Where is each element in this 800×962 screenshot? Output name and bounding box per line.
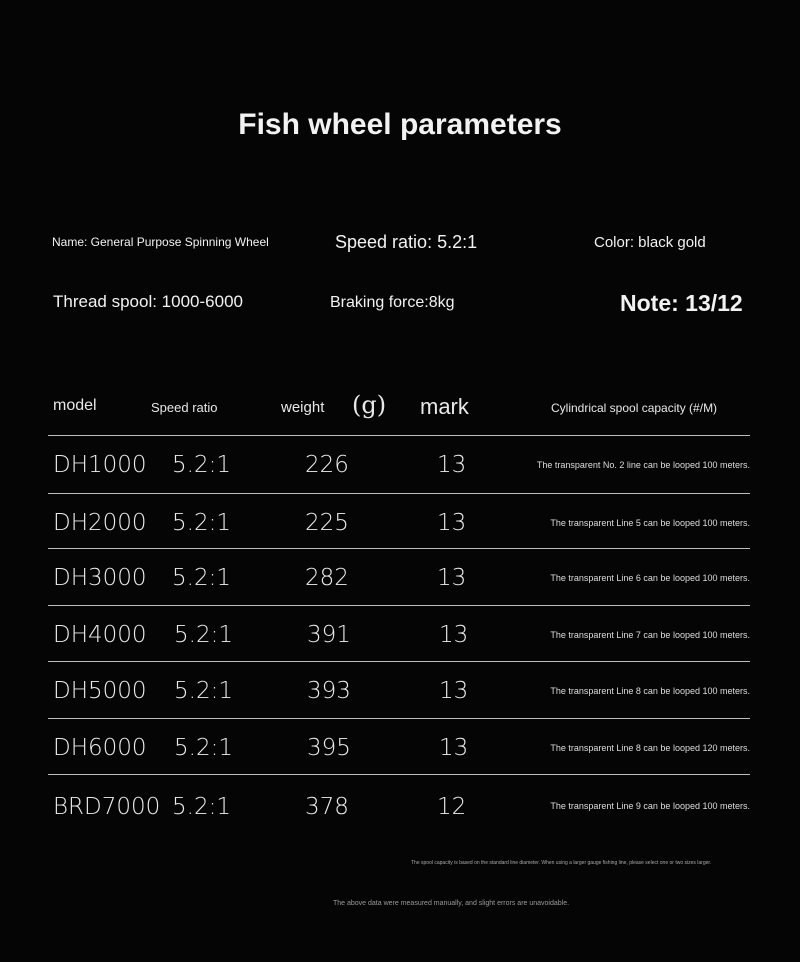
cell-ratio: 5.2:1 xyxy=(174,678,233,704)
header-speed-ratio: Speed ratio xyxy=(151,400,218,415)
cell-ratio: 5.2:1 xyxy=(174,735,233,761)
cell-capacity: The transparent Line 6 can be looped 100… xyxy=(550,573,750,583)
cell-weight: 225 xyxy=(305,510,349,536)
cell-weight: 226 xyxy=(305,452,349,478)
cell-mark: 12 xyxy=(437,794,467,820)
cell-ratio: 5.2:1 xyxy=(172,452,231,478)
cell-capacity: The transparent Line 9 can be looped 100… xyxy=(550,801,750,811)
table-row: DH5000 5.2:1 393 13 The transparent Line 8 c… xyxy=(48,661,750,717)
info-color: Color: black gold xyxy=(594,234,706,251)
table-row: BRD7000 5.2:1 378 12 The transparent Line 9 … xyxy=(48,774,750,838)
cell-mark: 13 xyxy=(439,735,469,761)
info-note: Note: 13/12 xyxy=(620,290,743,316)
header-weight-unit: (g) xyxy=(352,391,387,419)
row-divider xyxy=(48,493,750,494)
table-row: DH1000 5.2:1 226 13 The transparent No. 2 li… xyxy=(48,435,750,491)
cell-mark: 13 xyxy=(439,622,469,648)
cell-mark: 13 xyxy=(439,678,469,704)
cell-model: DH5000 xyxy=(53,678,147,704)
cell-model: DH1000 xyxy=(53,452,147,478)
cell-mark: 13 xyxy=(437,452,467,478)
header-capacity: Cylindrical spool capacity (#/M) xyxy=(551,401,718,415)
cell-mark: 13 xyxy=(437,510,467,536)
cell-weight: 395 xyxy=(307,735,351,761)
info-name: Name: General Purpose Spinning Wheel xyxy=(52,235,269,249)
table-row: DH6000 5.2:1 395 13 The transparent Line 8 c… xyxy=(48,718,750,774)
row-divider xyxy=(48,774,750,775)
info-thread-spool: Thread spool: 1000-6000 xyxy=(53,292,243,311)
cell-mark: 13 xyxy=(437,565,467,591)
table-row: DH2000 5.2:1 225 13 The transparent Line 5 c… xyxy=(48,493,750,549)
cell-weight: 391 xyxy=(307,622,351,648)
info-speed-ratio: Speed ratio: 5.2:1 xyxy=(335,232,478,252)
cell-weight: 282 xyxy=(305,565,349,591)
row-divider xyxy=(48,718,750,719)
cell-weight: 393 xyxy=(307,678,351,704)
footnote: The spool capacity is based on the stand… xyxy=(411,860,712,866)
info-braking-force: Braking force:8kg xyxy=(330,294,455,311)
disclaimer: The above data were measured manually, a… xyxy=(333,900,570,907)
row-divider xyxy=(48,605,750,606)
cell-model: DH6000 xyxy=(53,735,147,761)
table-row: DH4000 5.2:1 391 13 The transparent Line 7 c… xyxy=(48,605,750,661)
cell-weight: 378 xyxy=(305,794,349,820)
cell-model: DH3000 xyxy=(53,565,147,591)
cell-ratio: 5.2:1 xyxy=(172,510,231,536)
table-row: DH3000 5.2:1 282 13 The transparent Line 6 c… xyxy=(48,548,750,604)
cell-capacity: The transparent Line 8 can be looped 100… xyxy=(550,686,750,696)
header-mark: mark xyxy=(420,394,469,419)
cell-capacity: The transparent Line 8 can be looped 120… xyxy=(550,743,750,753)
cell-ratio: 5.2:1 xyxy=(172,565,231,591)
cell-capacity: The transparent Line 7 can be looped 100… xyxy=(550,630,750,640)
cell-model: BRD7000 xyxy=(53,794,161,820)
cell-capacity: The transparent No. 2 line can be looped… xyxy=(536,460,750,470)
header-weight: weight xyxy=(281,399,325,416)
header-model: model xyxy=(53,397,97,414)
cell-ratio: 5.2:1 xyxy=(174,622,233,648)
cell-model: DH4000 xyxy=(53,622,147,648)
cell-model: DH2000 xyxy=(53,510,147,536)
page-title: Fish wheel parameters xyxy=(238,108,562,141)
row-divider xyxy=(48,548,750,549)
row-divider xyxy=(48,661,750,662)
cell-capacity: The transparent Line 5 can be looped 100… xyxy=(550,518,750,528)
cell-ratio: 5.2:1 xyxy=(172,794,231,820)
row-divider xyxy=(48,435,750,436)
